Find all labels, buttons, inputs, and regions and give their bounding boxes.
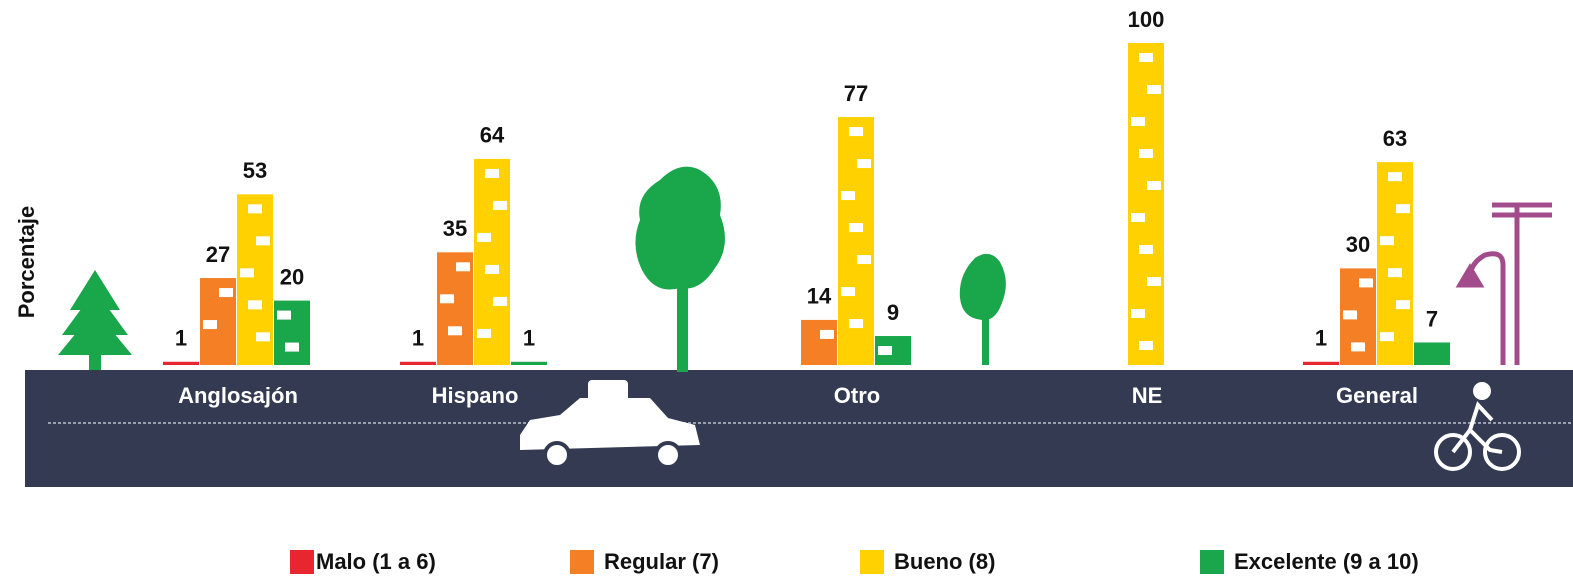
window <box>1147 181 1161 190</box>
window <box>285 342 299 352</box>
window <box>493 200 507 210</box>
window <box>256 332 270 342</box>
window <box>841 191 855 201</box>
value-label: 30 <box>1346 232 1370 257</box>
legend-swatch <box>290 550 314 574</box>
window <box>477 328 491 338</box>
legend-label: Bueno (8) <box>894 549 995 574</box>
window <box>878 346 892 356</box>
road <box>25 370 1573 487</box>
window <box>849 223 863 233</box>
category-label: NE <box>1132 383 1163 408</box>
window <box>277 310 291 320</box>
window <box>1139 341 1153 350</box>
value-label: 35 <box>443 216 467 241</box>
value-label: 9 <box>887 300 899 325</box>
value-label: 1 <box>523 326 535 351</box>
bar <box>1303 361 1339 365</box>
bar <box>511 361 547 365</box>
value-label: 63 <box>1383 126 1407 151</box>
window <box>256 236 270 246</box>
legend-swatch <box>860 550 884 574</box>
window <box>1131 213 1145 222</box>
window <box>857 159 871 169</box>
window <box>1396 300 1410 310</box>
window <box>1380 236 1394 246</box>
window <box>1380 332 1394 342</box>
category-label: Anglosajón <box>178 383 298 408</box>
window <box>1351 342 1365 352</box>
window <box>440 294 454 304</box>
pine-tree <box>58 270 132 370</box>
bar <box>1377 162 1413 365</box>
window <box>849 127 863 137</box>
window <box>485 264 499 274</box>
legend-swatch <box>1200 550 1224 574</box>
window <box>849 319 863 329</box>
category-label: General <box>1336 383 1418 408</box>
value-label: 77 <box>844 81 868 106</box>
value-label: 7 <box>1426 306 1438 331</box>
window <box>219 288 233 298</box>
big-tree <box>635 166 725 372</box>
window <box>841 287 855 297</box>
window <box>1147 85 1161 94</box>
bar <box>400 361 436 365</box>
value-label: 14 <box>807 284 832 309</box>
window <box>448 326 462 336</box>
window <box>485 168 499 178</box>
category-label: Hispano <box>432 383 519 408</box>
value-label: 27 <box>206 242 230 267</box>
bar <box>801 319 837 365</box>
value-label: 20 <box>280 264 304 289</box>
window <box>248 300 262 310</box>
window <box>1388 268 1402 278</box>
window <box>1147 277 1161 286</box>
window <box>1131 117 1145 126</box>
window <box>1388 172 1402 182</box>
window <box>1131 309 1145 318</box>
value-label: 53 <box>243 158 267 183</box>
small-tree <box>959 253 1006 365</box>
bar <box>274 300 310 365</box>
window <box>1139 245 1153 254</box>
value-label: 1 <box>175 326 187 351</box>
car <box>520 380 700 469</box>
window <box>820 329 834 339</box>
legend-swatch <box>570 550 594 574</box>
value-label: 1 <box>1315 326 1327 351</box>
window <box>477 232 491 242</box>
window <box>1396 204 1410 214</box>
window <box>203 320 217 330</box>
value-label: 1 <box>412 326 424 351</box>
legend-label: Regular (7) <box>604 549 719 574</box>
window <box>493 296 507 306</box>
legend-label: Malo (1 a 6) <box>316 549 436 574</box>
bar <box>163 361 199 365</box>
window <box>248 204 262 214</box>
value-label: 100 <box>1128 7 1165 32</box>
window <box>857 255 871 265</box>
window <box>1139 53 1153 62</box>
y-axis-label: Porcentaje <box>14 206 39 319</box>
window <box>1359 278 1373 288</box>
category-label: Otro <box>834 383 880 408</box>
window <box>1139 149 1153 158</box>
cyclist <box>1434 382 1521 471</box>
window <box>456 262 470 272</box>
window <box>240 268 254 278</box>
value-label: 64 <box>480 123 505 148</box>
window <box>1343 310 1357 320</box>
lamp-post <box>1455 202 1552 365</box>
legend-label: Excelente (9 a 10) <box>1234 549 1419 574</box>
bar <box>1414 342 1450 365</box>
